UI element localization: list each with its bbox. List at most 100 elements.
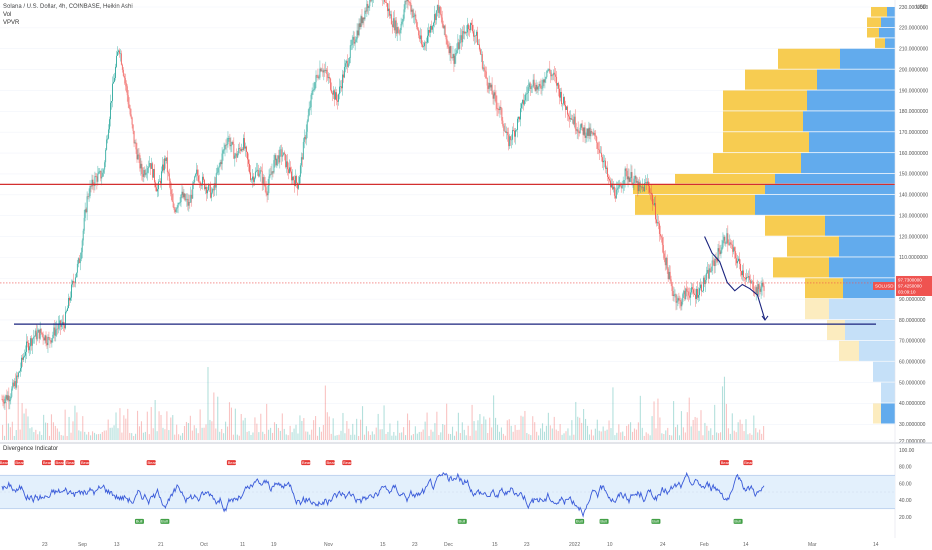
candle-body: [413, 16, 415, 18]
volume-bar: [3, 435, 6, 440]
volume-bar: [718, 433, 720, 440]
candle-body: [584, 127, 586, 138]
candle-body: [48, 337, 50, 338]
time-axis-label: 23: [42, 542, 48, 548]
candle-body: [705, 272, 707, 281]
candle-body: [599, 149, 601, 153]
candle-body: [352, 36, 354, 40]
bear-signal-badge: [14, 460, 24, 466]
vp-bar-down: [745, 69, 817, 90]
candle-body: [616, 188, 618, 190]
volume-bar: [590, 429, 592, 440]
candle-body: [746, 276, 747, 280]
candle-body: [268, 176, 270, 186]
candle-body: [276, 158, 278, 166]
volume-bar: [405, 435, 407, 440]
candle-body: [395, 20, 397, 34]
volume-bar: [485, 419, 487, 440]
vpvr-indicator-label[interactable]: VPVR: [3, 20, 20, 26]
volume-bar: [72, 421, 74, 440]
candle-body: [645, 182, 647, 183]
candle-body: [714, 258, 716, 267]
candle-body: [502, 120, 504, 126]
candle-body: [535, 84, 537, 91]
candle-body: [751, 281, 753, 282]
candle-body: [708, 268, 710, 279]
candle-body: [226, 144, 228, 146]
candle-body: [122, 69, 124, 77]
volume-bar: [469, 435, 471, 440]
candle-body: [157, 189, 158, 192]
candle-body: [249, 163, 250, 173]
volume-bar: [608, 420, 610, 440]
candle-body: [95, 176, 97, 177]
candle-body: [731, 244, 733, 245]
candle-body: [466, 32, 468, 34]
candle-body: [609, 178, 610, 181]
candle-body: [690, 292, 692, 298]
volume-bar: [283, 428, 285, 440]
candle-body: [252, 176, 253, 180]
volume-bar: [74, 405, 76, 440]
volume-bar: [733, 430, 735, 440]
price-tag-text: 97.7300000: [898, 277, 922, 282]
candle-body: [84, 209, 86, 218]
volume-bar: [401, 432, 403, 440]
vp-bar-down: [805, 299, 829, 320]
volume-bar: [759, 429, 761, 440]
volume-bar: [54, 425, 56, 440]
candle-body: [704, 280, 706, 285]
candle-body: [481, 54, 483, 69]
volume-bar: [181, 433, 184, 440]
candle-body: [364, 10, 366, 20]
candle-body: [119, 53, 121, 54]
time-axis-label: Oct: [200, 542, 208, 548]
volume-bar: [434, 423, 436, 440]
volume-bar: [180, 435, 182, 440]
volume-bar: [575, 401, 577, 440]
volume-bar: [397, 420, 399, 440]
volume-bar: [82, 416, 84, 440]
candle-body: [111, 101, 112, 103]
candle-body: [659, 233, 661, 237]
volume-bar: [209, 419, 211, 440]
candle-body: [116, 55, 117, 67]
vp-bar-down: [633, 184, 765, 194]
projection-arrow-icon: [761, 315, 769, 321]
candle-body: [478, 44, 480, 50]
volume-bar: [95, 434, 98, 440]
candle-body: [627, 176, 629, 180]
volume-bar: [594, 428, 596, 440]
time-axis-label: 13: [114, 542, 120, 548]
candle-body: [524, 94, 526, 101]
candle-body: [571, 119, 573, 120]
candle-body: [596, 136, 598, 143]
volume-bar: [168, 430, 170, 440]
candle-body: [297, 182, 298, 189]
signal-label: Bear: [228, 460, 237, 465]
candle-body: [630, 172, 632, 178]
candle-body: [568, 116, 570, 120]
volume-bar: [170, 417, 172, 440]
volume-bar: [444, 424, 446, 440]
candle-body: [523, 100, 525, 105]
volume-bar: [416, 433, 418, 440]
volume-indicator-label[interactable]: Vol: [3, 12, 12, 18]
candle-body: [318, 77, 320, 79]
volume-bar: [678, 435, 681, 440]
vp-bar-down: [875, 38, 885, 48]
volume-bar: [293, 428, 295, 440]
candle-body: [269, 174, 271, 177]
volume-bar: [99, 433, 101, 440]
candle-body: [600, 152, 602, 154]
signal-label: Bull: [734, 519, 741, 524]
candle-body: [559, 88, 560, 98]
volume-bar: [125, 418, 127, 440]
volume-bar: [45, 422, 47, 440]
candle-body: [723, 236, 725, 241]
candle-body: [1, 399, 3, 400]
candle-body: [50, 340, 52, 343]
candle-body: [422, 44, 424, 47]
candle-body: [416, 20, 418, 27]
